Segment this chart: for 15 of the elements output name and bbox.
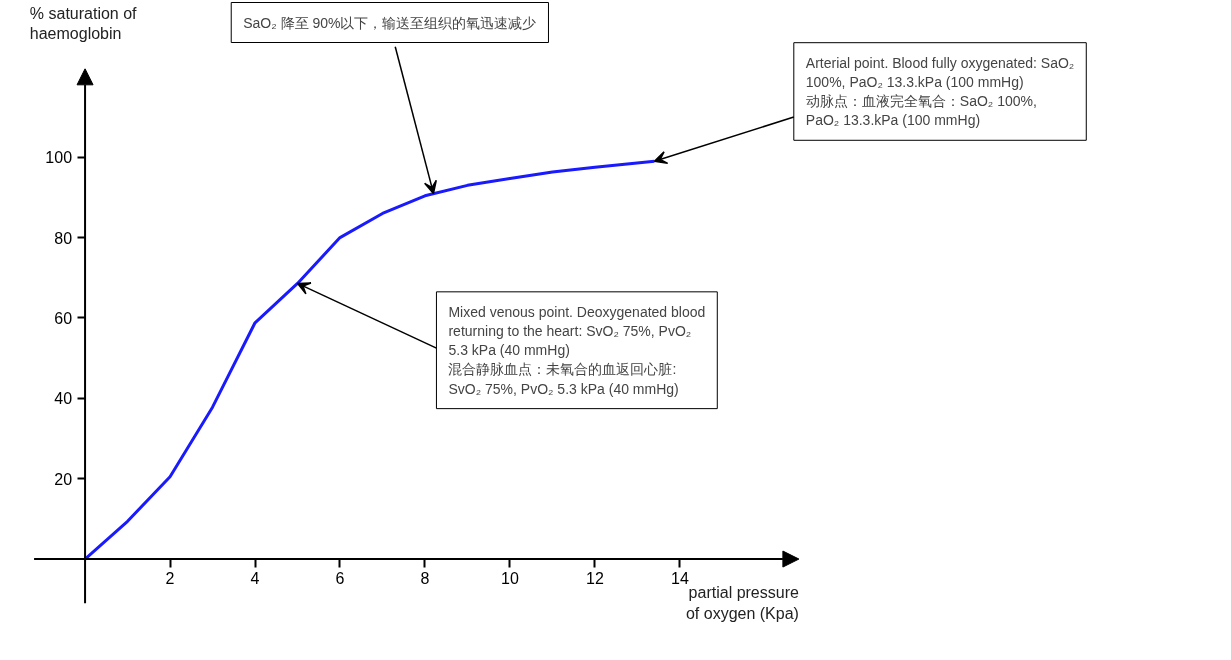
y-tick-label: 100 [45,149,73,167]
x-tick-label: 4 [250,570,260,588]
annotation: Arterial point. Blood fully oxygenated: SaO₂ 100%, PaO₂ 13.3.kPa (100 mmHg) 动脉点：血液完全氧合：SaO₂ 100%, PaO₂ 13.3.kPa (100 mmHg) [805,54,1075,129]
x-tick-label: 6 [335,570,345,588]
annotation: Mixed venous point. Deoxygenated blood returning to the heart: SvO₂ 75%, PvO₂ 5.3 kPa (40 mmHg) 混合静脉血点：未氧合的血返回心脏: SvO₂ 75%, PvO₂ 5.3 kPa (40 mmHg) [448,303,706,397]
x-tick-label: 2 [165,570,175,588]
y-tick-label: 40 [54,390,73,408]
y-tick-label: 80 [54,229,73,247]
x-tick-label: 10 [501,570,519,588]
y-axis-title: % saturation of haemoglobin [29,4,138,42]
y-tick-label: 60 [54,309,73,327]
y-tick-label: 20 [54,470,73,488]
annotation: SaO₂ 降至 90%以下，输送至组织的氧迅速减少 [243,14,537,31]
x-tick-label: 8 [420,570,430,588]
x-tick-label: 12 [586,570,604,588]
